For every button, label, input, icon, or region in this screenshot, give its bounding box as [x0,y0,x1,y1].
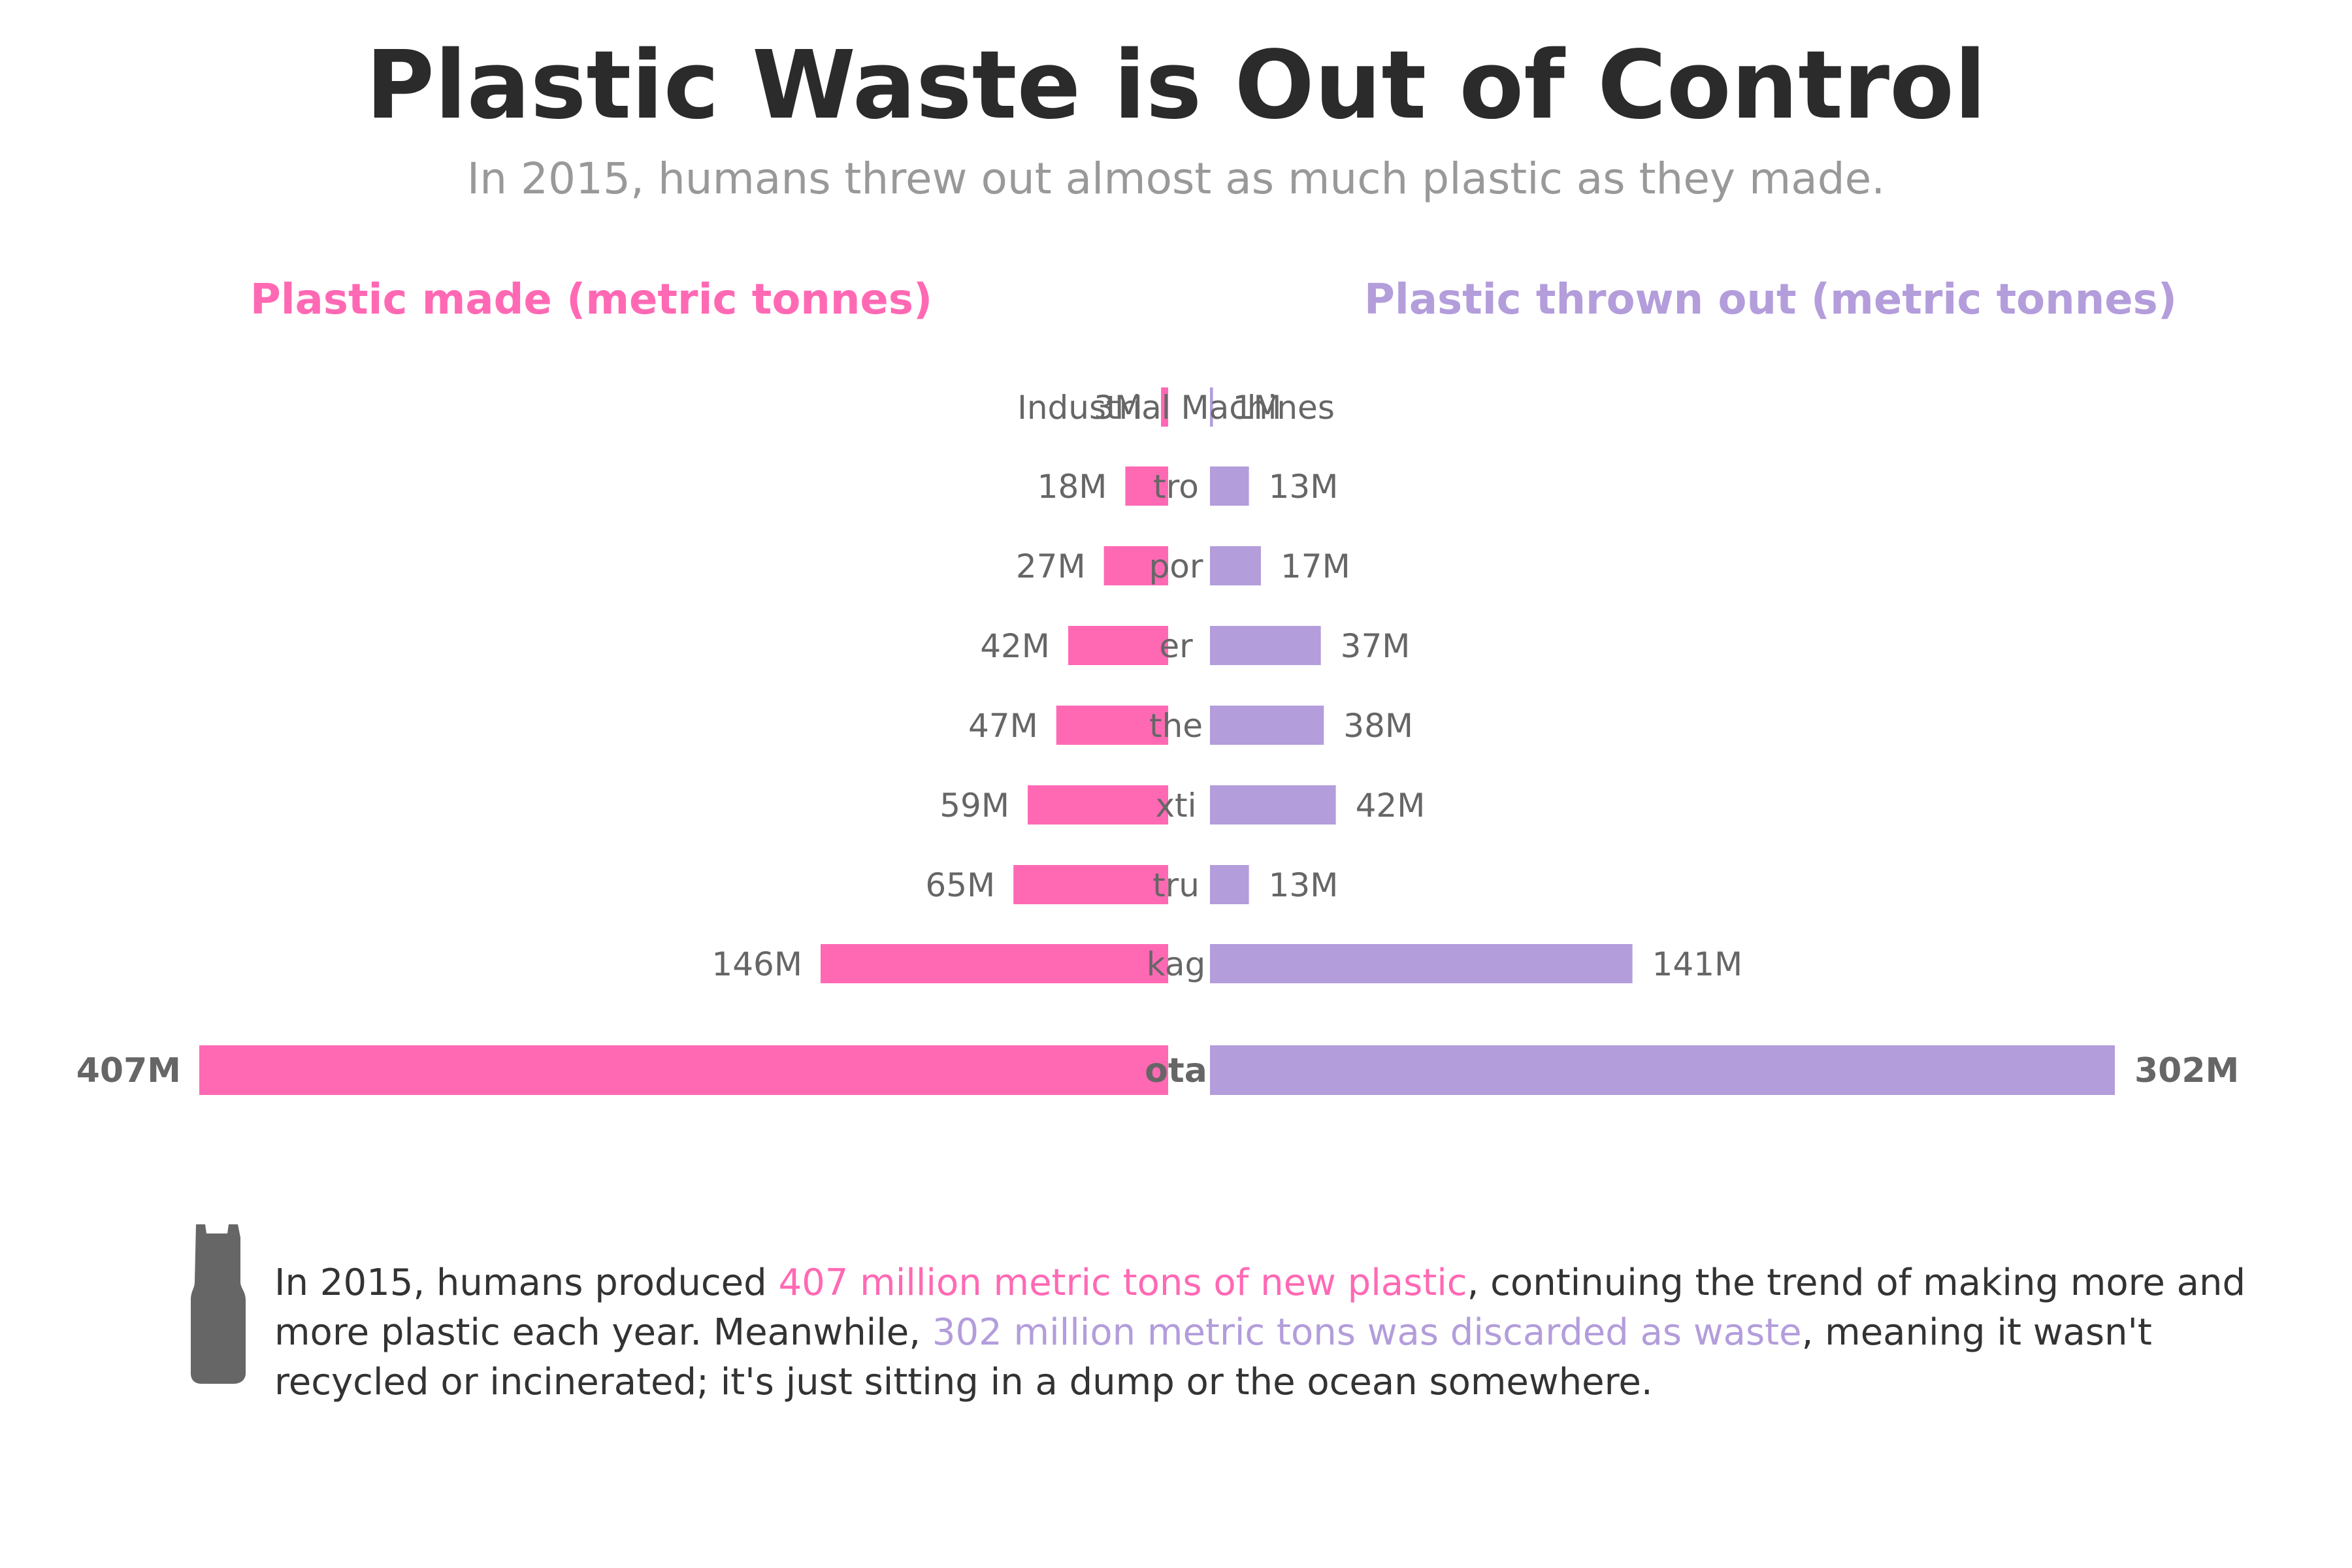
bar-made-0 [1161,387,1168,427]
footer-part-3: , meaning it wasn't recycled or incinera… [274,1311,2152,1403]
value-label-thrown-6: 13M [1269,866,1339,904]
value-label-thrown-0: 1M [1233,389,1282,427]
bar-made-6 [1013,865,1168,904]
footer-highlight-made: 407 million metric tons of new plastic [778,1262,1467,1304]
bar-thrown-6 [1210,865,1249,904]
value-label-made-4: 47M [968,707,1038,745]
category-label-5: xti [1155,787,1196,825]
value-label-thrown-2: 17M [1281,547,1350,585]
bar-made-5 [1028,785,1168,825]
bottle-icon [191,1224,246,1384]
bar-thrown-7 [1210,944,1633,983]
footer-highlight-thrown: 302 million metric tons was discarded as… [932,1311,1802,1354]
category-label-1: tro [1153,468,1199,506]
legend-made: Plastic made (metric tonnes) [250,276,932,324]
bar-thrown-8 [1210,1045,2115,1095]
value-label-made-1: 18M [1037,468,1107,506]
value-label-thrown-4: 38M [1343,707,1413,745]
value-label-made-0: 3M [1094,389,1143,427]
category-label-2: por [1149,547,1203,585]
footer-part-1: In 2015, humans produced [274,1262,779,1304]
footer-text: In 2015, humans produced 407 million met… [274,1258,2247,1407]
bar-thrown-4 [1210,706,1324,745]
value-label-made-7: 146M [711,945,802,983]
value-label-thrown-5: 42M [1356,787,1426,825]
bar-made-1 [1125,466,1168,506]
value-label-made-6: 65M [925,866,995,904]
chart-subtitle: In 2015, humans threw out almost as much… [467,154,1885,204]
value-label-made-8: 407M [76,1051,181,1090]
category-label-3: er [1159,627,1193,665]
legend-thrown: Plastic thrown out (metric tonnes) [1364,276,2177,324]
bar-made-7 [821,944,1168,983]
value-label-thrown-1: 13M [1269,468,1339,506]
category-label-0: Industrial Machines [1017,389,1335,427]
value-label-made-3: 42M [980,627,1050,665]
value-label-thrown-8: 302M [2134,1051,2239,1090]
bar-thrown-1 [1210,466,1249,506]
bar-made-3 [1068,626,1168,665]
bar-thrown-5 [1210,785,1336,825]
category-label-6: tru [1152,866,1200,904]
value-label-made-5: 59M [939,787,1009,825]
bar-made-8 [199,1045,1168,1095]
bar-thrown-3 [1210,626,1321,665]
value-label-made-2: 27M [1016,547,1086,585]
footer-part-2: , continuing the trend of making more an… [274,1262,2246,1354]
chart-title: Plastic Waste is Out of Control [366,30,1987,140]
bar-thrown-0 [1210,387,1213,427]
value-label-thrown-7: 141M [1652,945,1743,983]
category-label-7: kag [1147,945,1205,983]
bar-made-2 [1103,546,1168,585]
category-label-4: the [1149,707,1203,745]
bar-thrown-2 [1210,546,1261,585]
bar-made-4 [1056,706,1168,745]
category-label-8: ota [1145,1051,1207,1090]
value-label-thrown-3: 37M [1341,627,1411,665]
